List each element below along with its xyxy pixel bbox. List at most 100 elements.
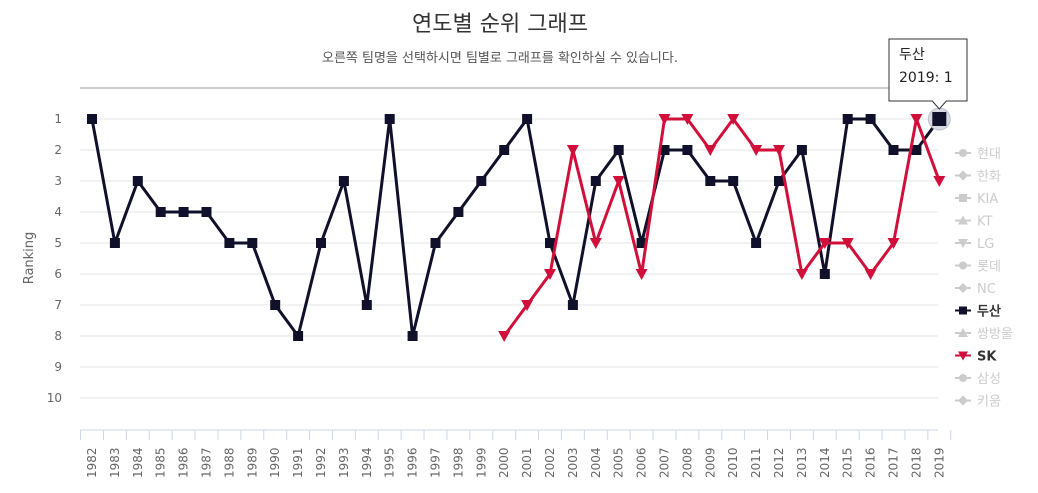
data-point[interactable] <box>293 331 304 341</box>
data-point[interactable] <box>499 145 510 155</box>
data-point[interactable] <box>201 207 212 217</box>
data-point[interactable] <box>612 176 625 187</box>
data-point[interactable] <box>613 145 624 155</box>
data-point[interactable] <box>887 238 900 249</box>
data-point[interactable] <box>361 300 372 310</box>
x-tick-label: 1999 <box>474 447 488 478</box>
data-point[interactable] <box>132 176 143 186</box>
data-point[interactable] <box>773 145 785 156</box>
legend-item-KIA[interactable]: KIA <box>955 192 998 207</box>
data-point[interactable] <box>635 269 648 280</box>
data-point[interactable] <box>727 114 740 125</box>
y-tick-label: 6 <box>54 267 62 281</box>
y-tick-label: 10 <box>47 391 62 405</box>
data-point[interactable] <box>522 114 533 124</box>
legend-marker <box>959 306 967 315</box>
data-point[interactable] <box>795 269 808 280</box>
data-point[interactable] <box>681 114 694 125</box>
data-point[interactable] <box>888 145 899 155</box>
data-point[interactable] <box>704 145 717 156</box>
data-point[interactable] <box>841 238 854 249</box>
legend-item-NC[interactable]: NC <box>955 282 996 297</box>
data-point[interactable] <box>247 238 258 248</box>
data-point[interactable] <box>87 114 97 124</box>
data-point[interactable] <box>659 145 670 155</box>
y-tick-label: 1 <box>54 112 62 126</box>
data-point[interactable] <box>109 238 120 248</box>
data-point[interactable] <box>819 269 830 279</box>
legend-item-SK[interactable]: SK <box>955 350 997 365</box>
data-point[interactable] <box>407 331 418 341</box>
legend-item-LG[interactable]: LG <box>955 237 994 252</box>
legend-item-한화[interactable]: 한화 <box>955 170 1001 185</box>
legend-label: NC <box>977 282 996 297</box>
x-tick-label: 2017 <box>887 447 901 478</box>
data-point[interactable] <box>728 176 739 186</box>
x-tick-label: 1992 <box>314 447 328 478</box>
data-point[interactable] <box>865 114 876 124</box>
legend-label: 삼성 <box>977 372 1001 387</box>
data-point[interactable] <box>911 145 922 155</box>
y-tick-label: 9 <box>54 360 62 374</box>
data-point[interactable] <box>270 300 281 310</box>
x-tick-label: 2016 <box>864 447 878 478</box>
data-point[interactable] <box>178 207 189 217</box>
legend-item-쌍방울[interactable]: 쌍방울 <box>955 327 1013 342</box>
data-point[interactable] <box>864 269 877 280</box>
legend-label: 쌍방울 <box>977 327 1013 342</box>
x-tick-label: 2014 <box>818 447 832 478</box>
data-point[interactable] <box>705 176 716 186</box>
legend-label: KIA <box>977 192 998 207</box>
data-point[interactable] <box>567 300 578 310</box>
x-tick-label: 1984 <box>131 447 145 478</box>
legend-item-현대[interactable]: 현대 <box>955 147 1001 162</box>
data-point[interactable] <box>545 238 555 248</box>
data-point[interactable] <box>430 238 441 248</box>
data-point[interactable] <box>224 238 235 248</box>
legend-item-롯데[interactable]: 롯데 <box>955 260 1001 275</box>
legend-label: LG <box>977 237 994 252</box>
data-point[interactable] <box>910 114 923 125</box>
y-tick-label: 2 <box>54 143 62 157</box>
legend-marker <box>958 215 968 225</box>
legend-item-두산[interactable]: 두산 <box>955 304 1001 320</box>
x-tick-label: 1983 <box>108 447 122 478</box>
data-point[interactable] <box>316 238 326 248</box>
y-axis-title: Ranking <box>22 232 37 285</box>
tooltip-box <box>888 38 968 110</box>
data-point[interactable] <box>774 176 784 186</box>
legend-item-KT[interactable]: KT <box>955 215 993 230</box>
data-point[interactable] <box>636 238 647 248</box>
x-tick-label: 2003 <box>566 447 580 478</box>
data-point[interactable] <box>476 176 487 186</box>
data-point[interactable] <box>453 207 464 217</box>
data-point[interactable] <box>589 238 602 249</box>
data-point[interactable] <box>658 114 671 125</box>
data-point[interactable] <box>751 238 762 248</box>
data-point[interactable] <box>544 269 556 280</box>
x-tick-label: 1986 <box>177 447 191 478</box>
x-tick-label: 1988 <box>222 447 236 478</box>
data-point[interactable] <box>521 300 534 311</box>
data-point[interactable] <box>750 145 763 156</box>
data-point[interactable] <box>338 176 349 186</box>
data-point[interactable] <box>682 145 693 155</box>
series-두산 <box>87 107 951 341</box>
x-tick-label: 2010 <box>726 447 740 478</box>
data-point[interactable] <box>498 331 511 342</box>
legend-label: 롯데 <box>977 260 1001 275</box>
data-point[interactable] <box>566 145 579 156</box>
data-point[interactable] <box>796 145 807 155</box>
data-point[interactable] <box>842 114 853 124</box>
data-point[interactable] <box>818 238 831 249</box>
series-SK <box>498 114 946 342</box>
legend-item-키움[interactable]: 키움 <box>955 395 1001 410</box>
legend-marker <box>958 239 968 248</box>
data-point[interactable] <box>155 207 166 217</box>
data-point[interactable] <box>384 114 395 124</box>
data-point[interactable] <box>933 176 946 187</box>
legend-item-삼성[interactable]: 삼성 <box>955 372 1001 387</box>
data-point[interactable] <box>590 176 601 186</box>
data-point[interactable] <box>932 112 947 126</box>
legend-label: 현대 <box>977 147 1001 162</box>
